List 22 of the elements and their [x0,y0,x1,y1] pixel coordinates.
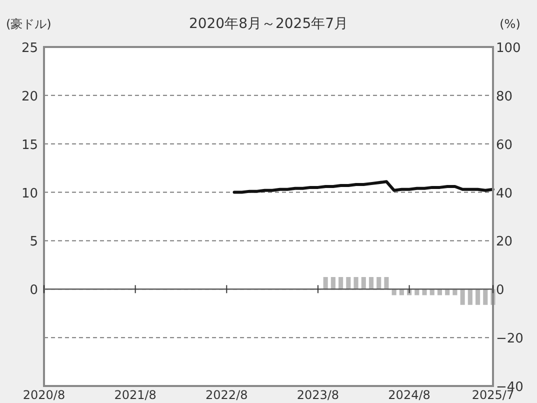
chart-title: 2020年8月～2025年7月 [188,16,348,32]
y2-tick-label: 80 [496,89,513,104]
y-axis-title: (豪ドル) [6,17,52,31]
x-tick-label: 2023/8 [296,388,340,402]
y-tick-label: 0 [30,283,38,298]
x-tick-label: 2022/8 [206,388,248,402]
x-tick-label: 2020/8 [22,388,66,402]
y2-tick-label: −20 [496,332,524,347]
x-tick-label: 2021/8 [114,388,156,402]
y2-tick-label: 20 [496,234,513,250]
line-series [232,180,494,194]
y-tick-label: 10 [21,186,38,202]
y-tick-label: 25 [21,41,38,56]
y2-tick-label: 0 [496,283,504,298]
y2-tick-label: 100 [496,41,521,56]
y-tick-label: 5 [30,234,38,250]
y-tick-label: 20 [21,89,38,104]
y-tick-label: 15 [21,138,38,153]
y2-tick-label: 60 [496,138,513,153]
y2-axis-title: (%) [500,17,520,31]
x-tick-label: 2024/8 [388,388,430,402]
y2-tick-label: 40 [496,186,513,202]
